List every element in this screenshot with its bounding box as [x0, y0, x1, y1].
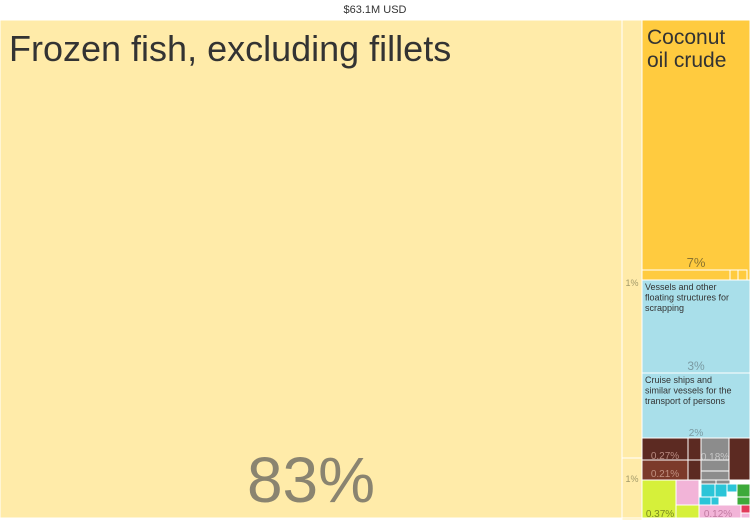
treemap-cell-frozen-fish-excluding-fillets	[0, 19, 623, 519]
label-frozen-fish-excluding-fillets: Frozen fish, excluding fillets	[9, 28, 451, 69]
treemap-cell-minor-3	[737, 269, 748, 281]
share-label-product-3: 1%	[625, 474, 638, 484]
share-label-vessels-and-other-floating-structures-for-scrapping: 3%	[687, 359, 705, 373]
total-value-label: $63.1M USD	[343, 4, 407, 16]
treemap-cell-minor-16	[736, 483, 750, 498]
treemap-cell-minor-22	[621, 517, 643, 520]
treemap-cell-product-3	[621, 457, 643, 519]
treemap-cell-minor-13	[700, 483, 716, 498]
treemap-cell-product-2	[621, 19, 643, 459]
share-label-product-8: 0.21%	[651, 469, 679, 480]
treemap-cell-minor-15	[726, 483, 738, 493]
share-label-product-2: 1%	[625, 278, 638, 288]
share-label-product-10: 0.37%	[646, 509, 674, 520]
label-vessels-and-other-floating-structures-for-scrapping: Vessels and other floating structures for…	[645, 282, 729, 313]
treemap-cell-minor-14	[714, 483, 728, 498]
treemap-cell-minor-7	[700, 470, 730, 481]
treemap-cell-minor-18	[698, 496, 712, 506]
treemap-cell-minor-8	[728, 437, 750, 481]
share-label-product-7: 0.27%	[651, 451, 679, 462]
treemap-cell-minor-17	[736, 496, 750, 506]
share-label-frozen-fish-excluding-fillets: 83%	[247, 444, 375, 516]
treemap-cell-minor-1	[641, 269, 731, 281]
treemap-cell-minor-12	[675, 504, 700, 519]
treemap-cell-minor-21	[740, 512, 750, 519]
treemap-cell-minor-5	[687, 459, 702, 481]
label-coconut-oil-crude: Coconut oil crude	[647, 26, 726, 72]
treemap-cell-minor-19	[710, 496, 720, 506]
treemap-cell-minor-2	[729, 269, 739, 281]
treemap-cell-minor-11	[675, 479, 700, 506]
label-cruise-ships-and-similar-vessels-for-the-transport-of-persons: Cruise ships and similar vessels for the t…	[645, 375, 732, 406]
share-label-cruise-ships-and-similar-vessels-for-the-transport-of-persons: 2%	[689, 428, 704, 439]
share-label-product-11: 0.12%	[704, 509, 732, 520]
share-label-coconut-oil-crude: 7%	[687, 255, 706, 270]
treemap-cell-coconut-oil-crude	[641, 19, 750, 281]
share-label-product-9: 0.18%	[701, 452, 729, 463]
treemap-cell-minor-20	[740, 504, 750, 514]
treemap-cell-minor-4	[687, 437, 702, 461]
